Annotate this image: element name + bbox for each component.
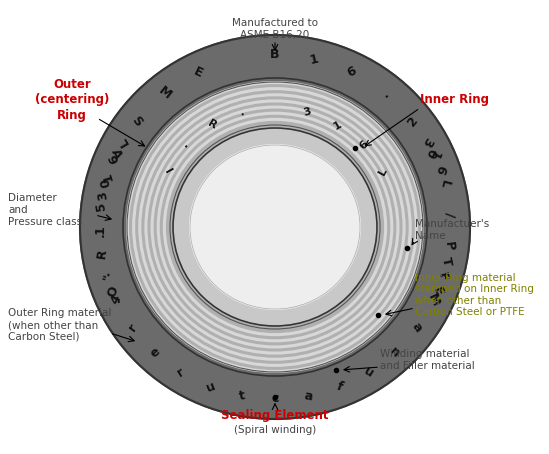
Text: 1: 1	[332, 119, 344, 131]
Text: f: f	[335, 380, 345, 394]
Text: O: O	[105, 284, 121, 299]
Text: M: M	[156, 84, 173, 102]
Ellipse shape	[158, 113, 393, 341]
Text: 6: 6	[432, 163, 447, 176]
Text: Diameter
and
Pressure class: Diameter and Pressure class	[8, 193, 82, 227]
Ellipse shape	[139, 94, 411, 360]
Text: r: r	[126, 321, 140, 334]
Text: Outer
(centering)
Ring: Outer (centering) Ring	[35, 79, 109, 122]
Text: L: L	[437, 179, 452, 190]
Text: E: E	[192, 65, 205, 80]
Text: 4: 4	[109, 293, 124, 306]
Text: E: E	[430, 285, 445, 298]
Text: T: T	[439, 256, 453, 267]
Text: n: n	[388, 344, 403, 360]
Text: .: .	[239, 107, 246, 118]
Text: r: r	[175, 365, 187, 379]
Ellipse shape	[164, 119, 386, 335]
Ellipse shape	[127, 82, 423, 372]
Text: M: M	[425, 291, 442, 308]
Text: 1: 1	[100, 171, 115, 183]
Text: 3: 3	[96, 190, 110, 201]
Text: (Spiral winding): (Spiral winding)	[234, 425, 316, 435]
Text: F: F	[435, 271, 450, 283]
Text: I: I	[162, 167, 172, 175]
Text: .: .	[93, 232, 107, 237]
Text: 6: 6	[107, 152, 122, 165]
Ellipse shape	[142, 97, 408, 357]
Text: ": "	[100, 272, 115, 282]
Text: 1: 1	[426, 148, 441, 162]
Text: Inner Ring: Inner Ring	[420, 94, 489, 107]
Text: Manufactuer's
Name: Manufactuer's Name	[415, 219, 489, 241]
Text: A: A	[109, 147, 124, 162]
Text: a: a	[302, 389, 313, 403]
Text: c: c	[271, 393, 279, 405]
Ellipse shape	[155, 110, 395, 344]
Ellipse shape	[148, 104, 401, 350]
Ellipse shape	[190, 145, 360, 309]
Text: L: L	[116, 134, 131, 148]
Text: .: .	[379, 87, 391, 100]
Text: u: u	[204, 379, 217, 395]
Text: S: S	[129, 114, 145, 128]
Ellipse shape	[136, 91, 414, 363]
Text: R: R	[95, 248, 109, 260]
Ellipse shape	[133, 88, 417, 366]
Ellipse shape	[130, 85, 420, 369]
Text: 1: 1	[309, 52, 320, 67]
Text: B: B	[270, 49, 280, 61]
Text: 1: 1	[93, 226, 107, 235]
Text: 0: 0	[426, 148, 441, 161]
Text: e: e	[147, 345, 163, 360]
Ellipse shape	[161, 116, 389, 338]
Text: .: .	[109, 295, 124, 305]
Text: 0: 0	[98, 177, 114, 188]
Text: Sealing Element: Sealing Element	[221, 409, 329, 421]
Ellipse shape	[145, 100, 405, 354]
Text: a: a	[409, 321, 424, 335]
Text: 6: 6	[357, 139, 370, 151]
Ellipse shape	[173, 128, 377, 326]
Text: Outer Ring material
(when other than
Carbon Steel): Outer Ring material (when other than Car…	[8, 308, 111, 341]
Text: Manufactured to
ASME B16,20: Manufactured to ASME B16,20	[232, 18, 318, 39]
Text: 5: 5	[94, 201, 108, 211]
Text: -: -	[96, 250, 109, 257]
Text: t: t	[238, 389, 246, 403]
Text: Inner Ring material
stamped on Inner Ring
when other than
Carbon Steel or PTFE: Inner Ring material stamped on Inner Rin…	[415, 272, 534, 317]
Text: u: u	[362, 364, 376, 380]
Text: .: .	[181, 140, 192, 150]
Text: 3: 3	[419, 134, 434, 148]
Text: Winding material
and Filler material: Winding material and Filler material	[380, 349, 475, 371]
Ellipse shape	[167, 122, 383, 332]
Ellipse shape	[80, 35, 470, 419]
Text: P: P	[442, 241, 456, 252]
Text: 2: 2	[405, 114, 421, 128]
Text: 3: 3	[302, 107, 312, 118]
Text: .: .	[99, 269, 113, 277]
Text: R: R	[206, 118, 219, 132]
Text: 6: 6	[345, 64, 358, 80]
Text: /: /	[443, 212, 456, 218]
Text: L: L	[377, 166, 389, 177]
Ellipse shape	[152, 107, 399, 347]
